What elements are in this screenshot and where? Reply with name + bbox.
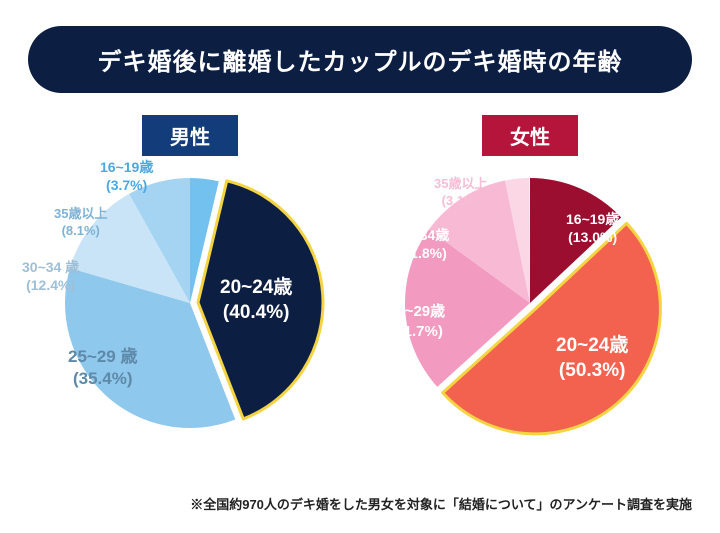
chart-female-pie-wrap: 16~19歳(13.0%) 20~24歳(50.3%) 25~29歳(21.7%) 3… (380, 166, 680, 446)
slice-label-m5-line2: (8.1%) (54, 223, 107, 240)
slice-label-m2: 20~24歳(40.4%) (220, 276, 292, 325)
slice-label-m4: 30~34 歳(12.4%) (22, 258, 79, 294)
slice-label-m1: 16~19歳(3.7%) (100, 158, 153, 194)
slice-label-f3: 25~29歳(21.7%) (388, 302, 445, 341)
slice-label-f5-line1: 35歳以上 (434, 176, 487, 193)
charts-container: 男性 16~19歳(3.7%)20~24歳(40.4%)25~29 歳(35.4… (0, 115, 720, 446)
slice-label-m5: 35歳以上(8.1%) (54, 206, 107, 240)
slice-label-f2-line1: 20~24歳 (556, 334, 628, 359)
chart-female: 女性 16~19歳(13.0%) 20~24歳(50.3%) 25~29歳(21.7… (380, 115, 680, 446)
slice-label-f3-line1: 25~29歳 (388, 302, 445, 322)
slice-label-f4-line1: 30~34歳 (396, 226, 449, 244)
slice-label-f3-line2: (21.7%) (388, 322, 445, 342)
slice-label-f4-line2: (11.8%) (396, 244, 449, 262)
slice-label-m2-line2: (40.4%) (220, 301, 292, 326)
slice-label-m1-line2: (3.7%) (100, 176, 153, 194)
chart-male-label: 男性 (142, 115, 238, 156)
slice-label-f2-line2: (50.3%) (556, 359, 628, 384)
slice-label-f2: 20~24歳(50.3%) (556, 334, 628, 383)
slice-label-m3: 25~29 歳(35.4%) (68, 346, 137, 390)
slice-label-f5-line2: (3.1%) (434, 193, 487, 210)
footnote: ※全国約970人のデキ婚をした男女を対象に「結婚について」のアンケート調査を実施 (190, 494, 692, 513)
decorative-dots (504, 40, 582, 46)
chart-male-pie-wrap: 16~19歳(3.7%)20~24歳(40.4%)25~29 歳(35.4%)3… (40, 166, 340, 446)
slice-label-m2-line1: 20~24歳 (220, 276, 292, 301)
slice-label-f4: 30~34歳(11.8%) (396, 226, 449, 262)
chart-female-label: 女性 (482, 115, 578, 156)
chart-male: 男性 16~19歳(3.7%) 20~24歳(40.4%) 25~29 歳(35.4… (40, 115, 340, 446)
slice-label-f1-line1: 16~19歳 (566, 210, 619, 228)
slice-label-m1-line1: 16~19歳 (100, 158, 153, 176)
page-title: デキ婚後に離婚したカップルのデキ婚時の年齢 (28, 26, 692, 93)
slice-label-m3-line2: (35.4%) (68, 368, 137, 390)
slice-label-m5-line1: 35歳以上 (54, 206, 107, 223)
slice-label-f1-line2: (13.0%) (566, 228, 619, 246)
slice-label-m4-line1: 30~34 歳 (22, 258, 79, 276)
slice-label-f1: 16~19歳(13.0%) (566, 210, 619, 246)
slice-label-f5: 35歳以上(3.1%) (434, 176, 487, 210)
slice-label-m3-line1: 25~29 歳 (68, 346, 137, 368)
slice-label-m4-line2: (12.4%) (22, 276, 79, 294)
